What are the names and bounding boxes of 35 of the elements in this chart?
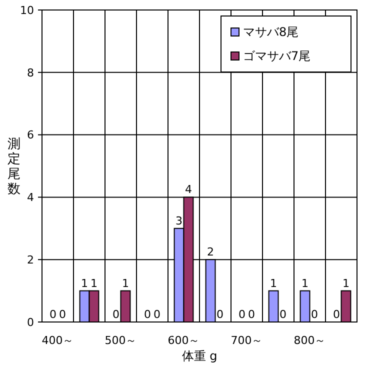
data-label: 4 [184,183,192,196]
data-label: 1 [302,276,309,290]
y-tick-label: 8 [27,66,34,80]
data-label: 0 [144,308,152,321]
data-label: 1 [122,276,129,290]
x-tick-label: 500～ [104,334,137,347]
data-label: 0 [50,308,57,321]
x-tick-label: 800～ [294,334,326,347]
data-label: 0 [58,308,66,321]
data-label: 1 [90,276,98,290]
data-label: 0 [112,308,120,321]
y-tick-label: 6 [27,128,34,142]
data-label: 1 [342,276,350,290]
y-tick-label: 0 [27,316,34,329]
data-label: 0 [153,308,160,321]
data-label: 1 [270,276,278,290]
data-label: 2 [207,246,214,259]
y-tick-label: 4 [27,191,34,204]
data-label: 0 [279,308,286,321]
x-tick-label: 700～ [230,334,263,347]
y-tick-label: 2 [27,253,34,266]
legend-label: マサバ8尾 [243,25,299,40]
data-label: 0 [310,308,318,321]
data-label: 0 [238,308,246,321]
data-label: 1 [81,276,88,290]
legend-label: ゴマサバ7尾 [243,49,311,64]
x-tick-label: 400～ [42,334,74,347]
data-label: 0 [216,308,224,321]
y-tick-label: 10 [20,4,34,17]
data-label: 3 [176,214,183,228]
data-label: 0 [333,308,340,321]
x-axis-title: 体重 g [182,349,218,363]
data-label: 0 [248,308,255,321]
y-axis-title: 測定尾数 [8,137,20,197]
x-tick-label: 600～ [168,334,200,347]
